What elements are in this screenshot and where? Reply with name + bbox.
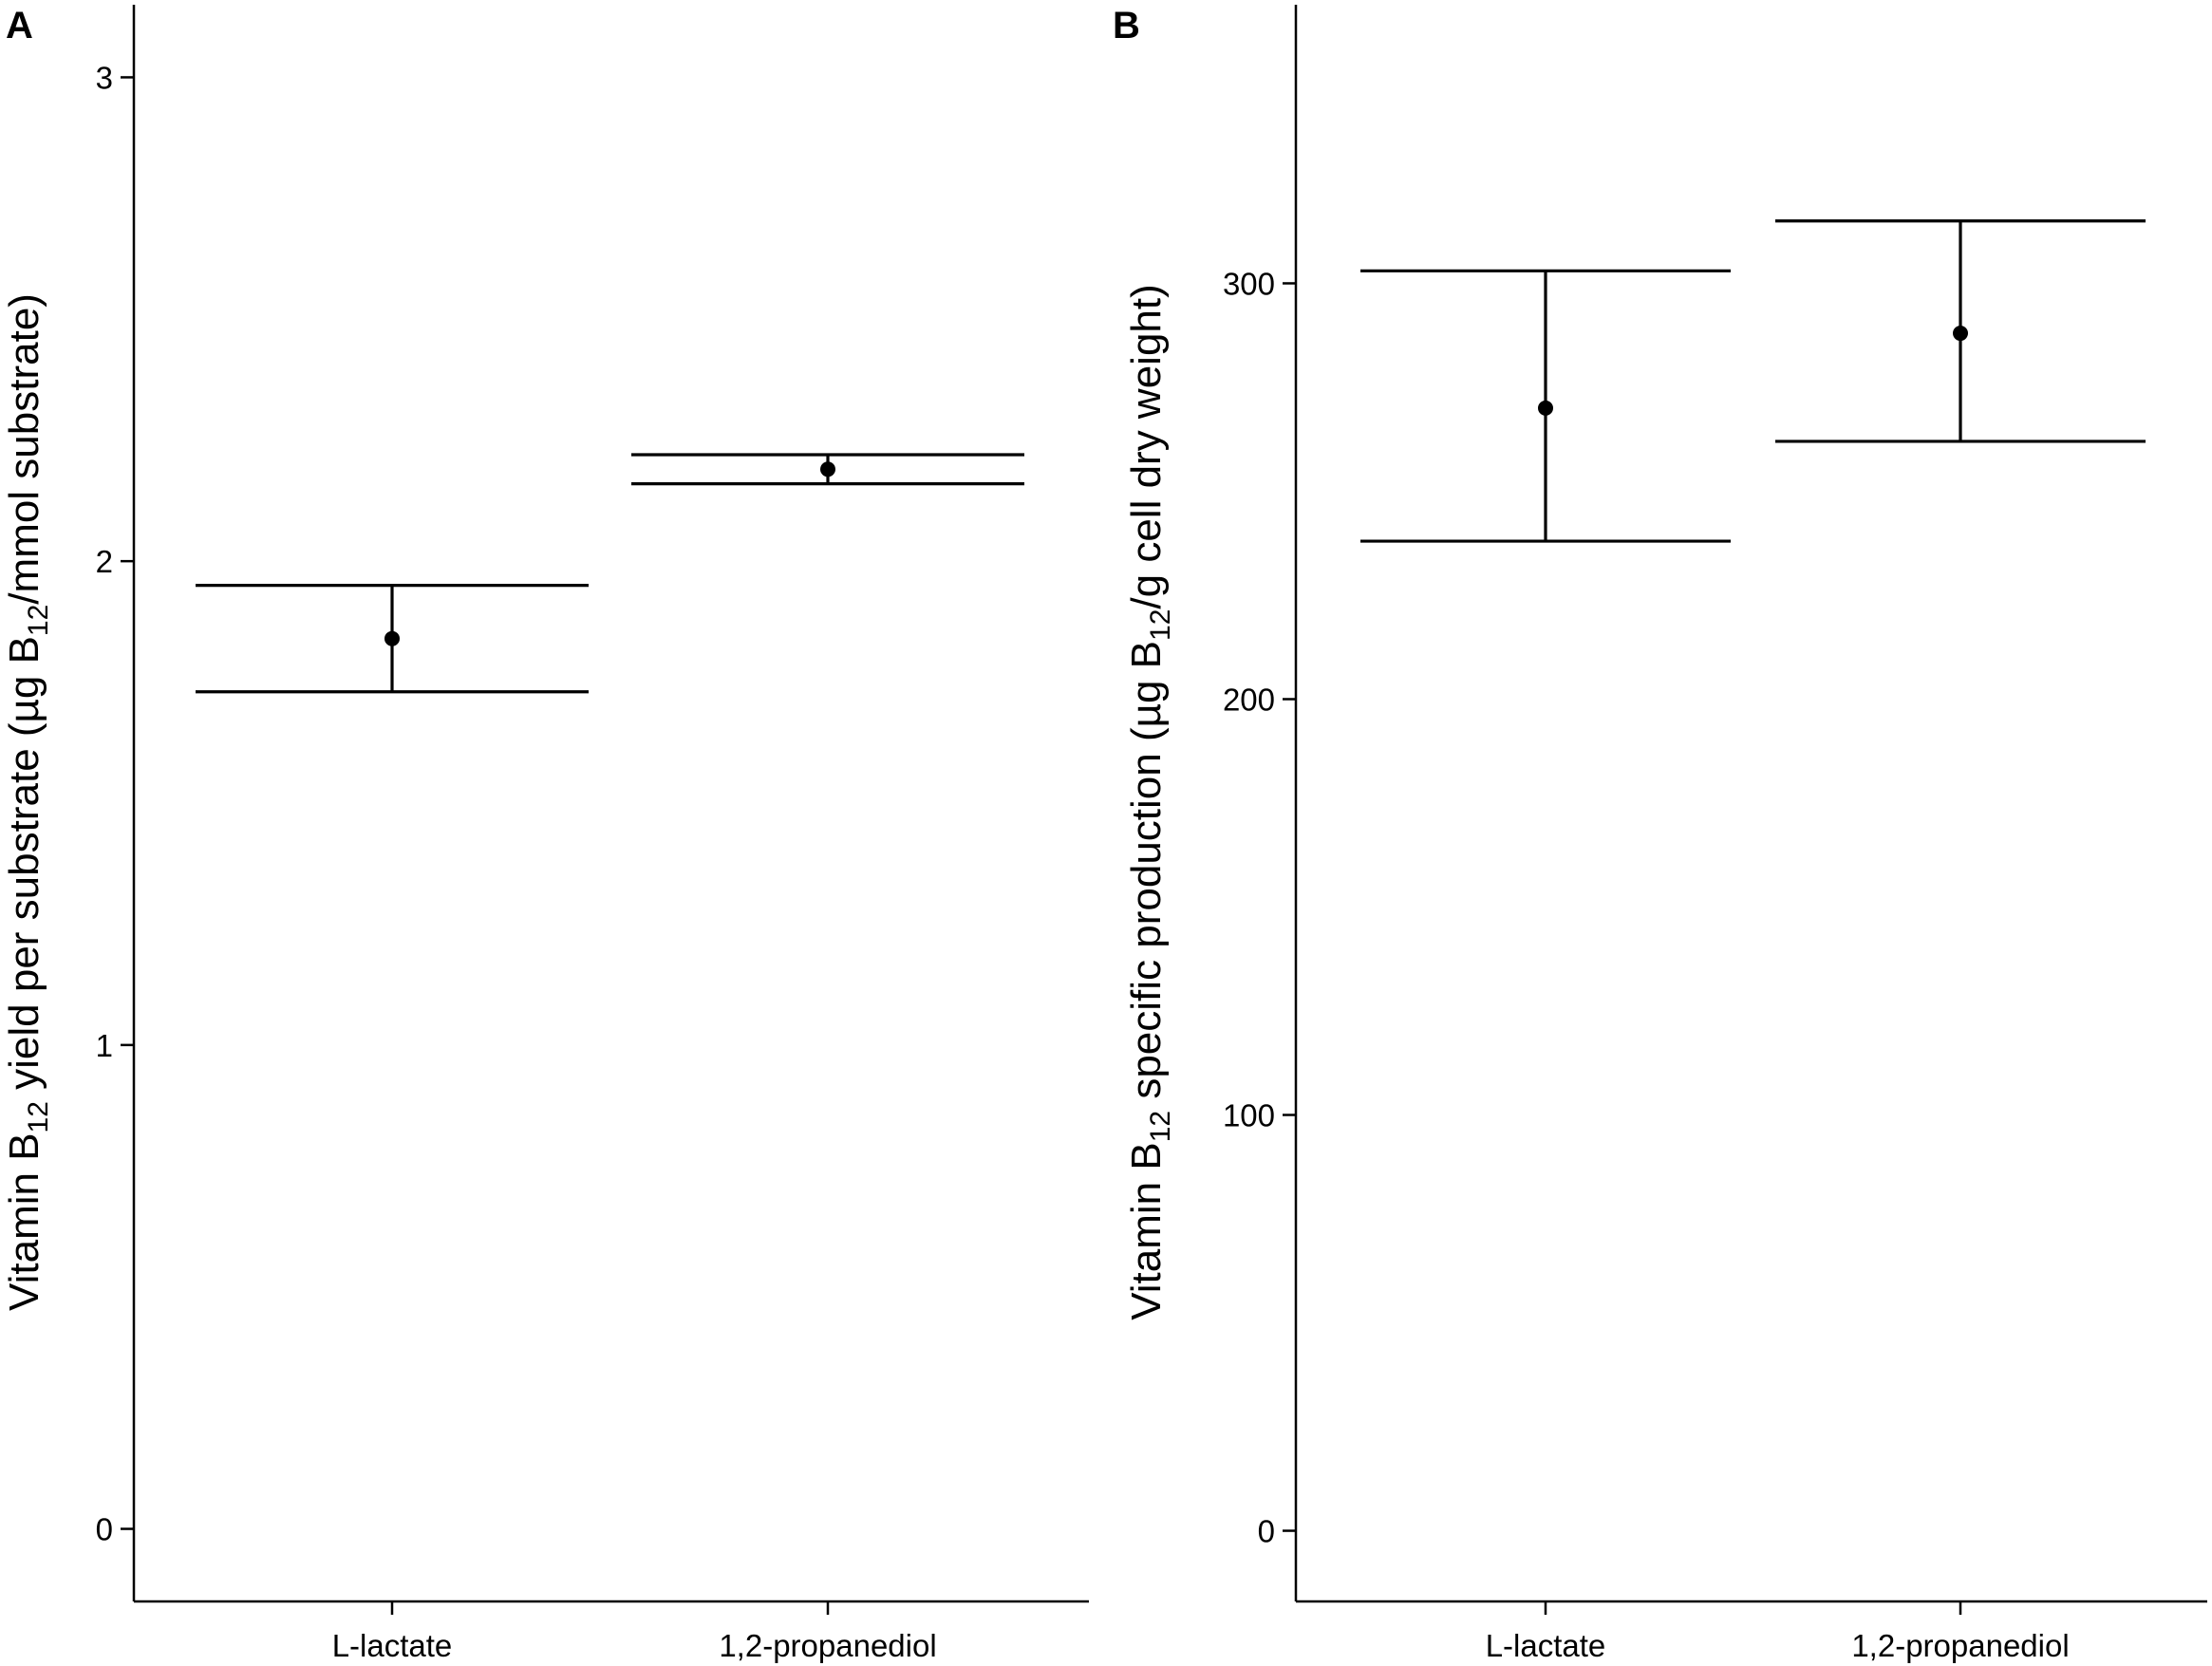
x-tick-label: 1,2-propanediol bbox=[719, 1628, 936, 1663]
data-point bbox=[1538, 400, 1553, 416]
y-tick-label: 100 bbox=[1223, 1098, 1275, 1133]
y-tick-label: 0 bbox=[1258, 1514, 1275, 1549]
panel-b: B 0 100 200 300 L-lactate 1,2-propanediol Vita… bbox=[1113, 5, 2207, 1663]
panel-b-label: B bbox=[1113, 5, 1140, 47]
x-tick-label: 1,2-propanediol bbox=[1851, 1628, 2069, 1663]
y-tick-label: 1 bbox=[96, 1028, 113, 1063]
y-axis-title: Vitamin B12 specific production (µg B12/… bbox=[1123, 284, 1176, 1320]
y-tick-label: 0 bbox=[96, 1512, 113, 1547]
data-point bbox=[820, 461, 835, 477]
data-point bbox=[1953, 326, 1968, 342]
y-tick-label: 2 bbox=[96, 544, 113, 579]
panel-a: A 0 1 2 3 L-lactate 1,2-propanediol Vitamin B1… bbox=[1, 5, 1089, 1663]
y-tick-label: 300 bbox=[1223, 266, 1275, 301]
y-tick-label: 3 bbox=[96, 60, 113, 95]
data-point bbox=[384, 630, 400, 646]
y-axis-title: Vitamin B12 yield per substrate (µg B12/… bbox=[1, 293, 54, 1311]
x-tick-label: L-lactate bbox=[332, 1628, 453, 1663]
y-tick-label: 200 bbox=[1223, 682, 1275, 717]
panel-a-label: A bbox=[6, 5, 33, 47]
x-tick-label: L-lactate bbox=[1486, 1628, 1606, 1663]
